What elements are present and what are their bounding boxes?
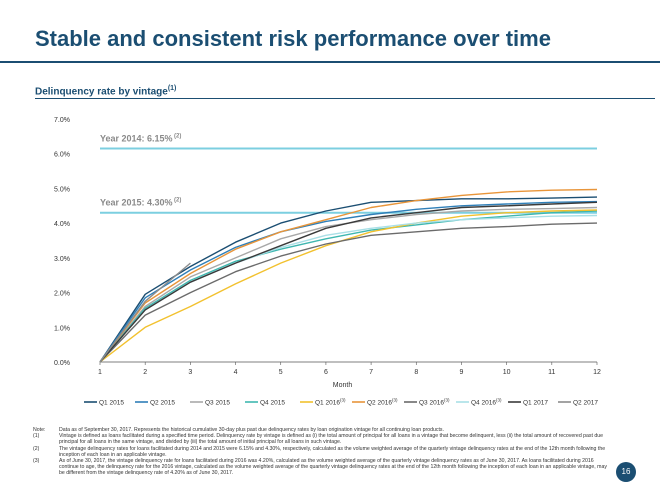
- chart-subtitle-footnote: (1): [167, 85, 177, 92]
- y-tick-label: 2.0%: [54, 291, 70, 298]
- page-title: Stable and consistent risk performance o…: [35, 26, 551, 51]
- legend-label: Q2 2015: [150, 400, 175, 407]
- x-tick-label: 5: [279, 369, 283, 376]
- legend-label: Q1 2016: [315, 400, 340, 407]
- footnote-text: Vintage is defined as loans facilitated …: [59, 433, 604, 446]
- footnote-marker: (3): [33, 458, 40, 465]
- series-line: [99, 210, 598, 363]
- x-tick-label: 10: [503, 369, 511, 376]
- legend-label: Q1 2017: [523, 400, 548, 407]
- y-tick-label: 6.0%: [54, 152, 70, 159]
- legend-footnote: (3): [444, 398, 450, 403]
- legend-label: Q4 2016: [471, 400, 496, 407]
- x-tick-label: 2: [143, 369, 147, 376]
- y-tick-label: 4.0%: [54, 221, 70, 228]
- x-tick-label: 6: [324, 369, 328, 376]
- series-line: [99, 188, 598, 363]
- subtitle-rule: [35, 98, 655, 99]
- series-line: [99, 222, 598, 363]
- footnote-marker: Note:: [33, 427, 46, 433]
- legend-label: Q3 2016: [419, 400, 444, 407]
- footnote-text: The vintage delinquency rates for loans …: [59, 445, 606, 458]
- x-tick-label: 8: [414, 369, 418, 376]
- x-tick-label: 3: [188, 369, 192, 376]
- reference-line-label: Year 2015: 4.30%: [100, 198, 173, 208]
- legend-label: Q1 2015: [99, 400, 124, 407]
- y-tick-label: 1.0%: [54, 325, 70, 332]
- legend-footnote: (3): [340, 398, 346, 403]
- footnote-text: Data as of September 30, 2017. Represent…: [59, 427, 444, 433]
- legend-footnote: (3): [392, 398, 398, 403]
- delinquency-line-chart: 0.0%1.0%2.0%3.0%4.0%5.0%6.0%7.0%1 2 3 4 5 6 7 8…: [54, 117, 601, 407]
- series-line: [99, 201, 598, 363]
- series-line: [99, 209, 598, 363]
- y-tick-label: 5.0%: [54, 186, 70, 193]
- legend-label: Q4 2015: [260, 400, 285, 407]
- x-tick-label: 4: [234, 369, 238, 376]
- legend-label: Q3 2015: [205, 400, 230, 407]
- reference-line-label: Year 2014: 6.15%: [100, 134, 173, 144]
- y-tick-label: 0.0%: [54, 360, 70, 367]
- legend-label: Q2 2016: [367, 400, 392, 407]
- x-tick-label: 1: [98, 369, 102, 376]
- x-tick-label: 7: [369, 369, 373, 376]
- footnote-marker: (1): [33, 433, 40, 440]
- series-line: [99, 200, 598, 363]
- y-tick-label: 7.0%: [54, 117, 70, 124]
- footnote: (2) The vintage delinquency rates for loa…: [33, 446, 613, 458]
- footnotes: Note: Data as of September 30, 2017. Repr…: [33, 427, 613, 477]
- title-rule: [0, 61, 660, 63]
- series-line: [99, 196, 598, 363]
- footnote: (1) Vintage is defined as loans facilitat…: [33, 433, 613, 445]
- chart-subtitle-text: Delinquency rate by vintage: [35, 86, 168, 98]
- page-number: 16: [616, 462, 636, 482]
- series-line: [99, 206, 598, 363]
- footnote-text: As of June 30, 2017, the vintage delinqu…: [59, 458, 607, 477]
- y-tick-label: 3.0%: [54, 256, 70, 263]
- x-tick-label: 12: [593, 369, 601, 376]
- chart-subtitle: Delinquency rate by vintage(1): [35, 85, 176, 97]
- series-line: [99, 262, 191, 363]
- series-line: [99, 214, 598, 363]
- reference-line-footnote: (2): [174, 198, 181, 204]
- footnote: Note: Data as of September 30, 2017. Repr…: [33, 427, 613, 433]
- legend-label: Q2 2017: [573, 400, 598, 407]
- x-tick-label: 11: [548, 369, 555, 376]
- x-tick-label: 9: [460, 369, 464, 376]
- footnote-marker: (2): [33, 445, 40, 452]
- footnote: (3) As of June 30, 2017, the vintage deli…: [33, 458, 613, 477]
- legend-footnote: (3): [496, 398, 502, 403]
- reference-line-footnote: (2): [174, 134, 181, 140]
- x-axis-label: Month: [333, 382, 353, 389]
